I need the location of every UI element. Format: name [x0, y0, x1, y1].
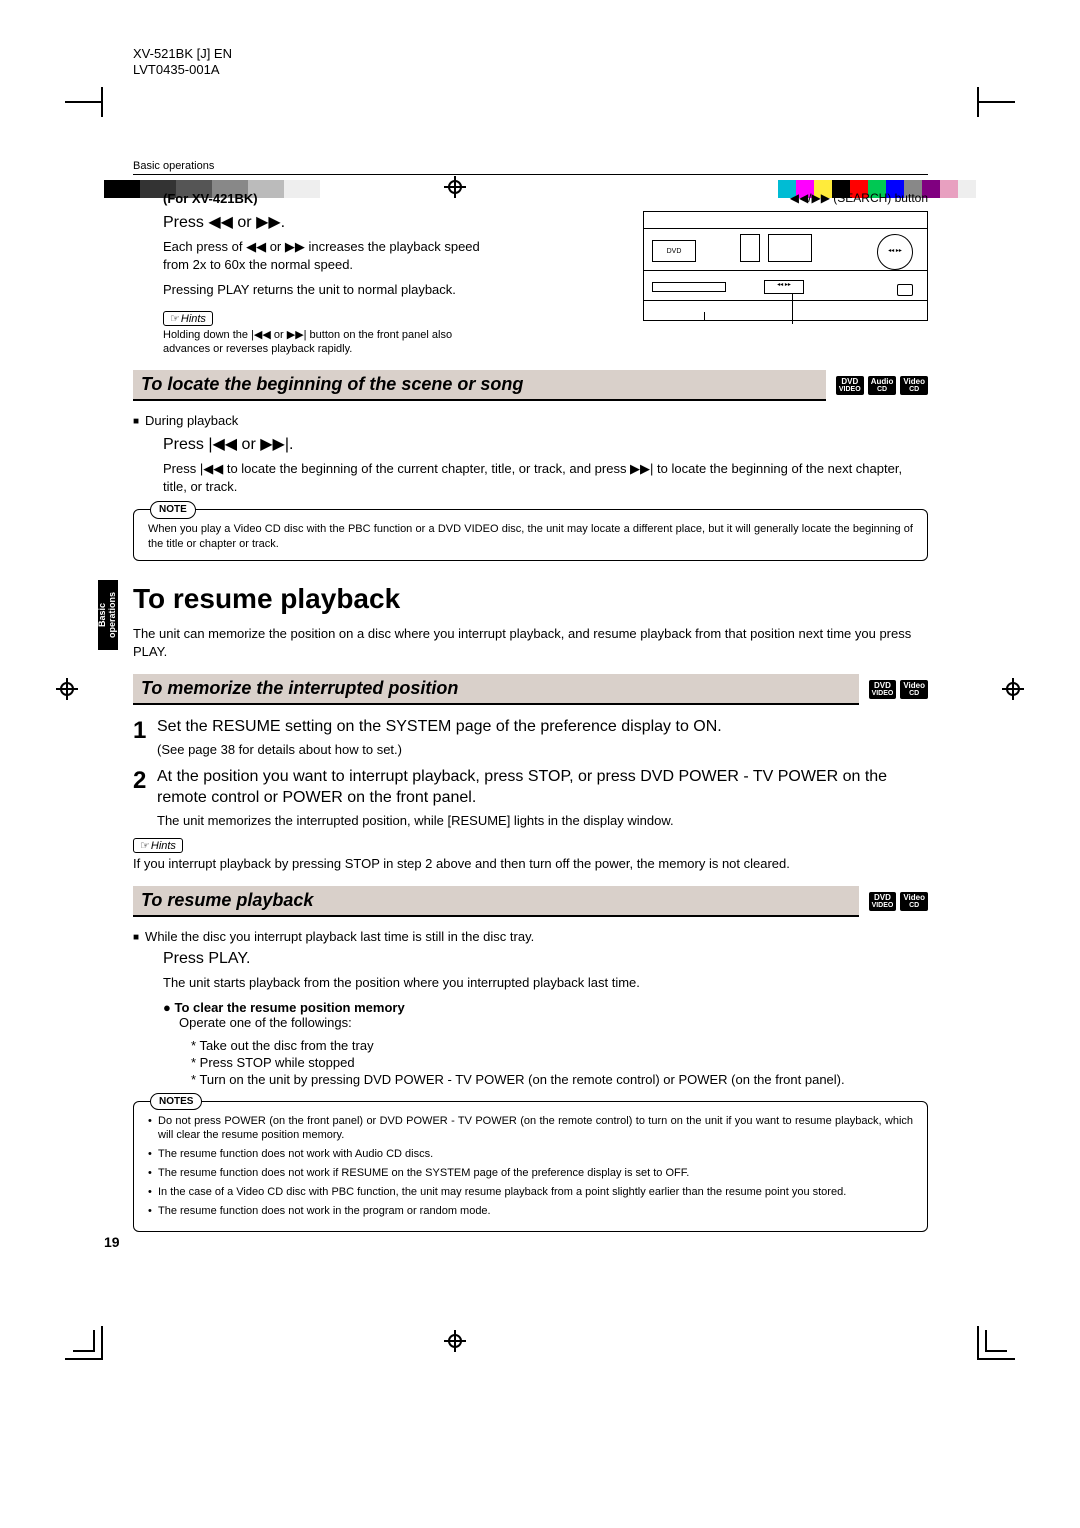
page-number: 19 [104, 1234, 120, 1250]
step-1-num: 1 [133, 717, 157, 757]
side-tab: Basic operations [98, 580, 118, 650]
section-header: Basic operations [133, 160, 928, 175]
clear-item: Turn on the unit by pressing DVD POWER -… [191, 1072, 928, 1087]
hints-label-1: Hints [163, 311, 213, 326]
clear-head: To clear the resume position memory [163, 1000, 928, 1015]
step-2-text: At the position you want to interrupt pl… [157, 767, 928, 809]
memorize-title: To memorize the interrupted position [141, 678, 458, 699]
clear-intro: Operate one of the followings: [179, 1015, 928, 1030]
note-text: When you play a Video CD disc with the P… [148, 522, 913, 552]
resume-press: Press PLAY. [163, 950, 928, 968]
clear-item: Take out the disc from the tray [191, 1038, 928, 1053]
meta-doc: LVT0435-001A [133, 62, 232, 78]
note-item: The resume function does not work with A… [148, 1147, 913, 1162]
badge: VideoCD [900, 680, 928, 699]
resume-heading: To resume playback [133, 583, 928, 615]
resume-press-sub: The unit starts playback from the positi… [163, 974, 928, 992]
note-box-1: NOTE When you play a Video CD disc with … [133, 509, 928, 561]
s1-p1: Each press of ◀◀ or ▶▶ increases the pla… [163, 238, 498, 273]
resume-title: To resume playback [141, 890, 313, 911]
notes-list: Do not press POWER (on the front panel) … [148, 1114, 913, 1219]
badge: VideoCD [900, 892, 928, 911]
note-label: NOTE [150, 501, 196, 519]
locate-section-bar: To locate the beginning of the scene or … [133, 370, 826, 401]
clear-list: Take out the disc from the tray Press STO… [191, 1038, 928, 1087]
note-item: The resume function does not work if RES… [148, 1166, 913, 1181]
note-item: The resume function does not work in the… [148, 1204, 913, 1219]
locate-body: Press |◀◀ to locate the beginning of the… [163, 460, 928, 495]
note-item: Do not press POWER (on the front panel) … [148, 1114, 913, 1144]
registration-marks-top [0, 87, 1080, 117]
resume-hint-text: If you interrupt playback by pressing ST… [133, 855, 928, 873]
memorize-section-bar: To memorize the interrupted position [133, 674, 859, 705]
hints-label-2: Hints [133, 838, 183, 853]
during-playback: During playback [133, 413, 928, 428]
badge: VideoCD [900, 376, 928, 395]
side-cross-right [1002, 678, 1024, 700]
badge: DVDVIDEO [869, 680, 897, 699]
s1-p2: Pressing PLAY returns the unit to normal… [163, 281, 498, 299]
while-disc: While the disc you interrupt playback la… [133, 929, 928, 944]
step-2-sub: The unit memorizes the interrupted posit… [157, 813, 928, 828]
fig-search: ◂◂ ▸▸ [764, 280, 804, 294]
registration-marks-bottom [0, 1326, 1080, 1364]
note-item: In the case of a Video CD disc with PBC … [148, 1185, 913, 1200]
badge: DVDVIDEO [836, 376, 864, 395]
notes-box: NOTES Do not press POWER (on the front p… [133, 1101, 928, 1232]
figure-caption: ◀◀/▶▶ (SEARCH) button [643, 191, 928, 205]
fig-tray: DVD [652, 240, 696, 262]
resume-intro: The unit can memorize the position on a … [133, 625, 928, 660]
resume-section-bar: To resume playback [133, 886, 859, 917]
step-1-text: Set the RESUME setting on the SYSTEM pag… [157, 717, 722, 738]
notes-label: NOTES [150, 1093, 202, 1111]
step-2-num: 2 [133, 767, 157, 828]
page-content: Basic operations ◀◀/▶▶ (SEARCH) button D… [133, 160, 928, 1246]
badge: AudioCD [868, 376, 897, 395]
doc-meta: XV-521BK [J] EN LVT0435-001A [133, 46, 232, 77]
step-1-sub: (See page 38 for details about how to se… [157, 742, 722, 757]
locate-press: Press |◀◀ or ▶▶|. [163, 434, 928, 454]
side-cross-left [56, 678, 78, 700]
clear-item: Press STOP while stopped [191, 1055, 928, 1070]
device-figure: ◀◀/▶▶ (SEARCH) button DVD ◂◂ ▸▸ [643, 191, 928, 321]
locate-title: To locate the beginning of the scene or … [141, 374, 523, 395]
s1-hint-text: Holding down the |◀◀ or ▶▶| button on th… [163, 328, 498, 357]
badge: DVDVIDEO [869, 892, 897, 911]
meta-model: XV-521BK [J] EN [133, 46, 232, 62]
